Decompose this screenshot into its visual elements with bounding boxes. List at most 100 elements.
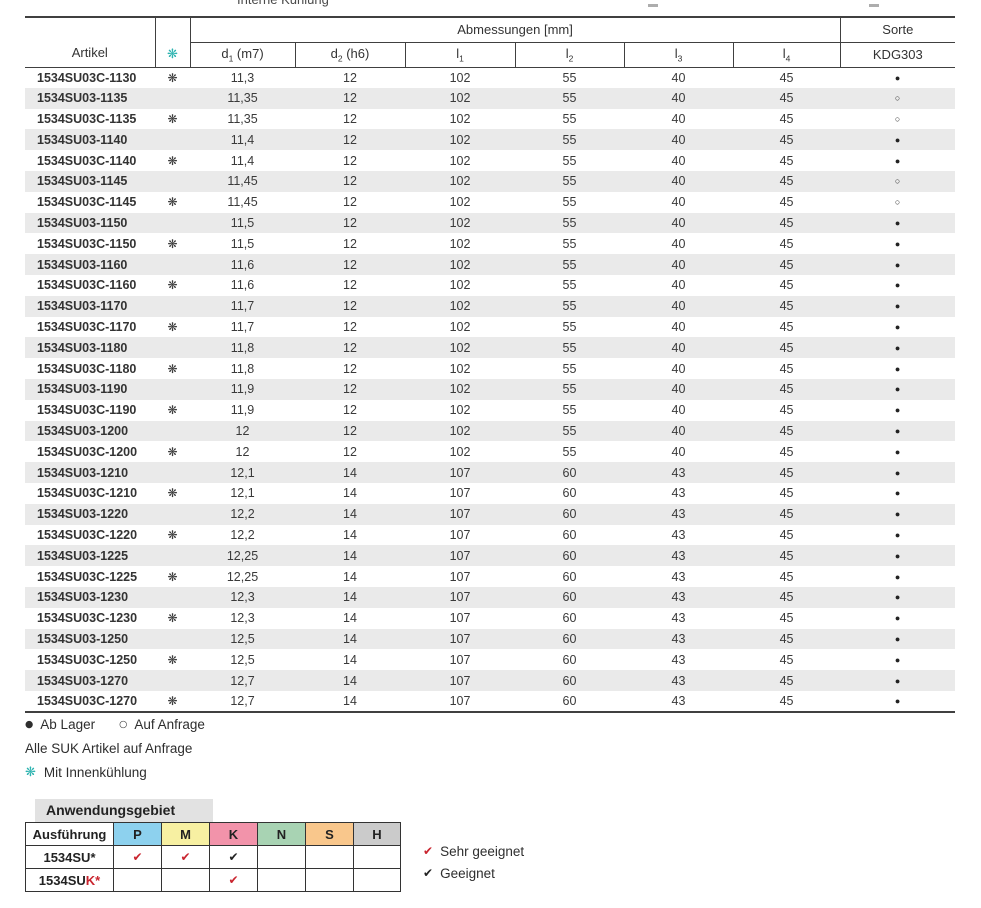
cell-artikel: 1534SU03C-1170 (37, 319, 137, 334)
cell-d1: 11,45 (227, 195, 258, 210)
cooling-indicator: ❋ (167, 569, 178, 584)
cell-l1: 102 (449, 361, 471, 376)
table-row: 1534SU03-1270 12,7 14 107 60 43 45 ● (25, 670, 956, 691)
cell-artikel: 1534SU03-1150 (25, 212, 155, 234)
application-group-K: K (209, 822, 258, 846)
suitability-empty-cell (353, 868, 401, 892)
suitability-empty-cell (353, 845, 401, 869)
stock-indicator: ● (840, 503, 956, 525)
cell-d2: 14 (295, 628, 405, 650)
table-row: 1534SU03-1135 11,35 12 102 55 40 45 ○ (25, 87, 956, 109)
suitability-check-red: ✔ (113, 845, 162, 869)
cell-l1: 107 (405, 462, 515, 483)
cell-d1: 12,1 (190, 462, 295, 483)
cell-d2: 14 (295, 545, 405, 567)
cooling-indicator: ❋ (167, 70, 178, 85)
column-header-d2: d2 (h6) (294, 42, 405, 68)
cell-l1: 102 (449, 195, 471, 210)
cooling-indicator: ❋ (167, 236, 178, 251)
stock-indicator: ○ (894, 113, 901, 124)
table-row: 1534SU03C-1220 ❋ 12,2 14 107 60 43 45 ● (25, 525, 955, 546)
cell-l4: 45 (779, 403, 794, 418)
stock-indicator: ○ (894, 197, 901, 208)
snowflake-icon: ❋ (25, 764, 36, 780)
column-header-l3: l3 (623, 42, 733, 68)
column-header-grade: KDG303 (839, 42, 956, 68)
table-row: 1534SU03-1250 12,5 14 107 60 43 45 ● (25, 628, 956, 650)
cell-d1: 12,25 (190, 545, 295, 567)
table-row: 1534SU03C-1250 ❋ 12,5 14 107 60 43 45 ● (25, 649, 955, 670)
cell-l4: 45 (779, 611, 794, 626)
cell-l3: 40 (671, 70, 686, 85)
cell-l2: 55 (515, 254, 624, 275)
cooling-indicator (155, 337, 190, 359)
application-table-body: 1534SU* ✔ ✔ ✔ 1534SUK* ✔ (25, 845, 401, 892)
cell-d2: 12 (295, 378, 405, 400)
cell-d1: 12 (235, 444, 250, 459)
cell-d2: 12 (343, 403, 357, 418)
cell-l4: 45 (779, 652, 794, 667)
cell-l4: 45 (733, 129, 841, 151)
cell-d1: 11,9 (190, 378, 295, 400)
stock-filled-label: Ab Lager (40, 716, 96, 732)
table-row: 1534SU03C-1160 ❋ 11,6 12 102 55 40 45 ● (25, 275, 955, 296)
cell-l3: 43 (671, 693, 686, 708)
cell-l4: 45 (733, 295, 841, 317)
cell-artikel: 1534SU03-1190 (25, 378, 155, 400)
stock-indicator: ● (840, 378, 956, 400)
cooling-indicator: ❋ (167, 611, 178, 626)
cell-l3: 40 (671, 153, 686, 168)
cell-artikel: 1534SU03C-1250 (37, 652, 138, 667)
stock-indicator: ● (840, 670, 956, 691)
cell-l3: 43 (671, 527, 686, 542)
table-row: 1534SU03C-1150 ❋ 11,5 12 102 55 40 45 ● (25, 233, 955, 254)
cell-l1: 102 (449, 319, 471, 334)
cell-d1: 12,5 (190, 628, 295, 650)
cell-d2: 12 (295, 212, 405, 234)
cell-d2: 12 (343, 278, 357, 293)
cell-artikel: 1534SU03C-1150 (37, 236, 137, 251)
column-header-sorte: Sorte (839, 17, 956, 43)
cell-l1: 102 (449, 236, 471, 251)
cell-artikel: 1534SU03-1140 (25, 129, 155, 151)
cell-artikel: 1534SU03-1210 (25, 462, 155, 483)
cell-d1: 12,25 (226, 569, 259, 584)
table-row: 1534SU03C-1130 ❋ 11,3 12 102 55 40 45 ● (25, 67, 955, 88)
cell-artikel: 1534SU03C-1190 (37, 403, 137, 418)
table-row: 1534SU03C-1210 ❋ 12,1 14 107 60 43 45 ● (25, 483, 955, 504)
stock-indicator: ● (840, 420, 956, 442)
cell-l2: 60 (515, 670, 624, 691)
stock-indicator: ● (894, 571, 901, 582)
cooling-indicator: ❋ (167, 652, 178, 667)
table-row: 1534SU03C-1225 ❋ 12,25 14 107 60 43 45 ● (25, 566, 955, 587)
legend-label: Geeignet (440, 865, 495, 881)
application-row-label: 1534SUK* (25, 868, 114, 892)
application-group-M: M (161, 822, 210, 846)
cell-d2: 12 (343, 111, 357, 126)
stock-indicator: ● (894, 488, 901, 499)
cell-l1: 107 (405, 628, 515, 650)
cell-l4: 45 (733, 462, 841, 483)
stock-indicator: ○ (840, 170, 956, 192)
footnotes: ● Ab Lager ○ Auf Anfrage Alle SUK Artike… (25, 712, 205, 784)
suitability-empty-cell (305, 868, 354, 892)
check-icon: ✔ (423, 844, 434, 858)
cell-artikel: 1534SU03-1230 (25, 586, 155, 608)
table-row: 1534SU03-1220 12,2 14 107 60 43 45 ● (25, 503, 956, 525)
cell-l1: 102 (405, 212, 515, 234)
table-row: 1534SU03C-1135 ❋ 11,35 12 102 55 40 45 ○ (25, 109, 955, 130)
cooling-indicator: ❋ (167, 278, 178, 293)
cell-d1: 11,8 (230, 361, 255, 376)
cell-l1: 102 (405, 170, 515, 192)
cell-l2: 55 (515, 170, 624, 192)
application-group-P: P (113, 822, 162, 846)
cell-l4: 45 (733, 170, 841, 192)
cooling-indicator: ❋ (167, 693, 178, 708)
cell-l3: 40 (624, 170, 733, 192)
cell-l1: 102 (449, 278, 471, 293)
stock-indicator: ● (840, 129, 956, 151)
cell-l4: 45 (779, 319, 794, 334)
cooling-indicator (155, 586, 190, 608)
table-row: 1534SU03C-1200 ❋ 12 12 102 55 40 45 ● (25, 441, 955, 462)
cell-l1: 107 (449, 611, 471, 626)
